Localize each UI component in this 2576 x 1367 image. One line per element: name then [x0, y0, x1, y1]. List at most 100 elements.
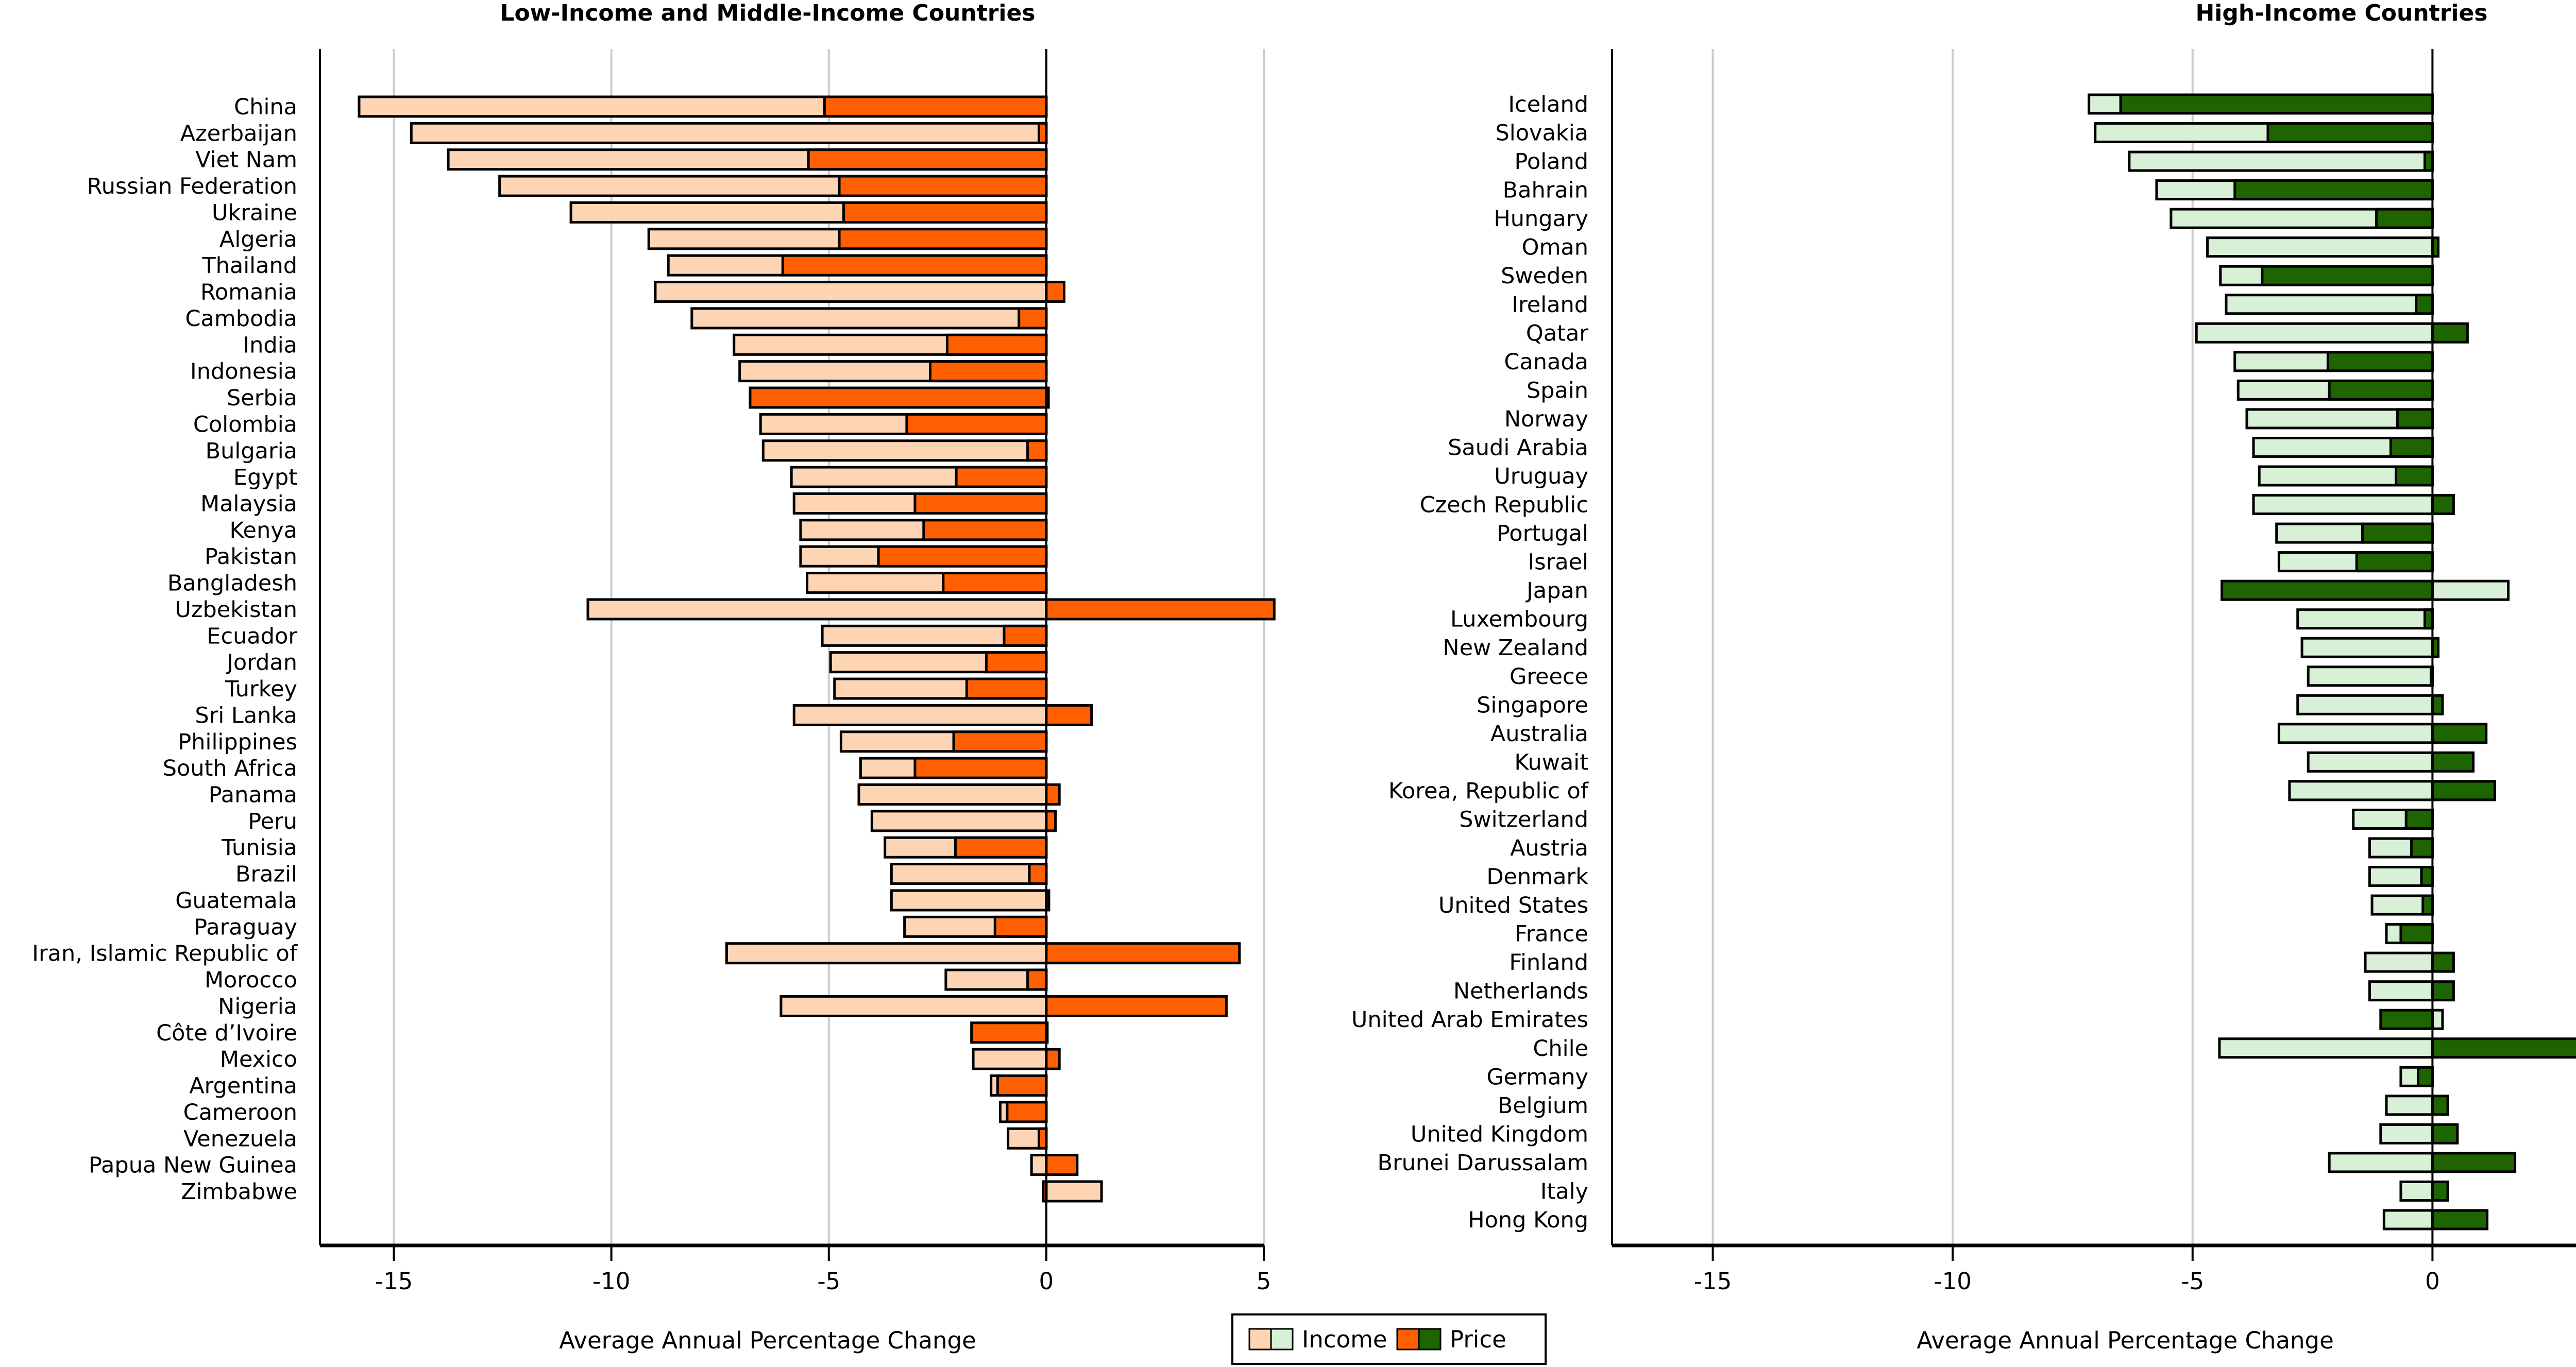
category-label: Romania — [200, 280, 297, 305]
tick-label: -5 — [2181, 1268, 2204, 1295]
category-label: Bangladesh — [167, 571, 297, 596]
category-label: Guatemala — [175, 888, 297, 914]
category-label: Russian Federation — [87, 174, 297, 199]
category-label: Korea, Republic of — [1388, 778, 1589, 804]
category-label: Luxembourg — [1450, 607, 1588, 633]
bar-income — [2431, 1009, 2444, 1030]
bar-income — [725, 942, 1048, 965]
bar-price — [2415, 294, 2434, 315]
high-income-panel: -15-10-505IcelandSlovakiaPolandBahrainHu… — [1351, 0, 2576, 1354]
category-label: Germany — [1486, 1064, 1588, 1090]
bar-income — [2399, 1180, 2434, 1202]
category-label: Canada — [1504, 349, 1588, 375]
bar-income — [2300, 637, 2434, 658]
bar-price — [838, 228, 1048, 250]
bar-income — [410, 122, 1048, 144]
category-label: Nigeria — [218, 994, 297, 1019]
bar-price — [2410, 837, 2434, 859]
bar-price — [2423, 608, 2434, 630]
bar-price — [2261, 265, 2434, 286]
category-label: Israel — [1528, 550, 1588, 575]
category-label: Malaysia — [200, 491, 297, 517]
bar-price — [1006, 1101, 1048, 1123]
bar-price — [2431, 694, 2444, 715]
bar-income — [1045, 1180, 1103, 1203]
category-label: Colombia — [193, 412, 297, 437]
category-label: Japan — [1525, 578, 1588, 604]
category-label: Algeria — [219, 227, 297, 252]
bar-price — [1028, 863, 1048, 885]
bar-price — [2389, 436, 2434, 458]
bar-price — [1045, 810, 1057, 832]
bar-price — [1026, 968, 1048, 991]
category-label: Austria — [1510, 835, 1588, 861]
bar-price — [965, 677, 1048, 700]
category-label: Cambodia — [185, 306, 297, 332]
bar-price — [2431, 1095, 2449, 1116]
bar-price — [2431, 980, 2455, 1002]
category-label: United Kingdom — [1411, 1121, 1588, 1147]
category-label: Hong Kong — [1468, 1207, 1588, 1233]
bar-price — [970, 1021, 1048, 1044]
category-label: Morocco — [205, 967, 297, 993]
bar-income — [779, 995, 1048, 1017]
legend: Income Price — [1231, 1313, 1547, 1365]
bar-income — [890, 889, 1048, 912]
panel-title: High-Income Countries — [2195, 0, 2487, 26]
bar-price — [1045, 281, 1065, 303]
bar-income — [2288, 780, 2434, 801]
bar-price — [2416, 1066, 2434, 1087]
bar-price — [2431, 494, 2455, 516]
bar-price — [838, 175, 1048, 197]
bar-price — [2375, 208, 2434, 229]
panel-title: Low-Income and Middle-Income Countries — [500, 0, 1035, 26]
bar-income — [972, 1048, 1048, 1070]
category-label: Sri Lanka — [195, 703, 297, 728]
bar-price — [1026, 439, 1048, 462]
category-label: Switzerland — [1459, 807, 1588, 832]
category-label: South Africa — [163, 756, 297, 781]
bar-income — [2328, 1152, 2434, 1173]
category-label: Egypt — [233, 465, 297, 490]
bar-income — [2252, 494, 2434, 516]
category-label: Belgium — [1498, 1093, 1588, 1119]
bar-price — [807, 148, 1048, 171]
bar-price — [2431, 1209, 2489, 1231]
category-label: India — [243, 332, 297, 358]
category-label: Ukraine — [212, 200, 297, 226]
bar-price — [1045, 942, 1241, 965]
category-label: Denmark — [1486, 864, 1588, 890]
category-label: Jordan — [225, 650, 297, 676]
tick-label: 0 — [1039, 1268, 1054, 1295]
bar-income — [2296, 608, 2434, 630]
bar-price — [2266, 122, 2434, 144]
bar-price — [2326, 351, 2434, 372]
category-label: Norway — [1504, 406, 1588, 432]
category-label: Czech Republic — [1420, 492, 1588, 518]
category-label: Thailand — [201, 253, 297, 279]
bar-price — [2420, 866, 2434, 887]
bar-income — [2128, 150, 2434, 172]
bar-price — [922, 519, 1048, 541]
bar-income — [761, 439, 1048, 462]
bar-income — [1030, 1154, 1048, 1176]
category-label: Venezuela — [183, 1126, 297, 1152]
category-label: Philippines — [178, 729, 297, 755]
bar-income — [2379, 1123, 2434, 1144]
category-label: Mexico — [220, 1047, 297, 1072]
bar-price — [2431, 1037, 2576, 1059]
category-label: Brunei Darussalam — [1378, 1150, 1589, 1176]
bar-income — [2368, 980, 2434, 1002]
bar-income — [2296, 694, 2434, 715]
category-label: New Zealand — [1443, 635, 1588, 661]
category-label: Tunisia — [221, 835, 297, 861]
tick-label: -5 — [817, 1268, 840, 1295]
bar-price — [1045, 1048, 1061, 1070]
category-label: Greece — [1510, 664, 1588, 690]
category-label: Netherlands — [1453, 979, 1588, 1004]
bar-price — [1045, 783, 1061, 806]
category-label: China — [234, 94, 297, 120]
bar-price — [2361, 522, 2434, 544]
bar-price — [1003, 624, 1048, 647]
